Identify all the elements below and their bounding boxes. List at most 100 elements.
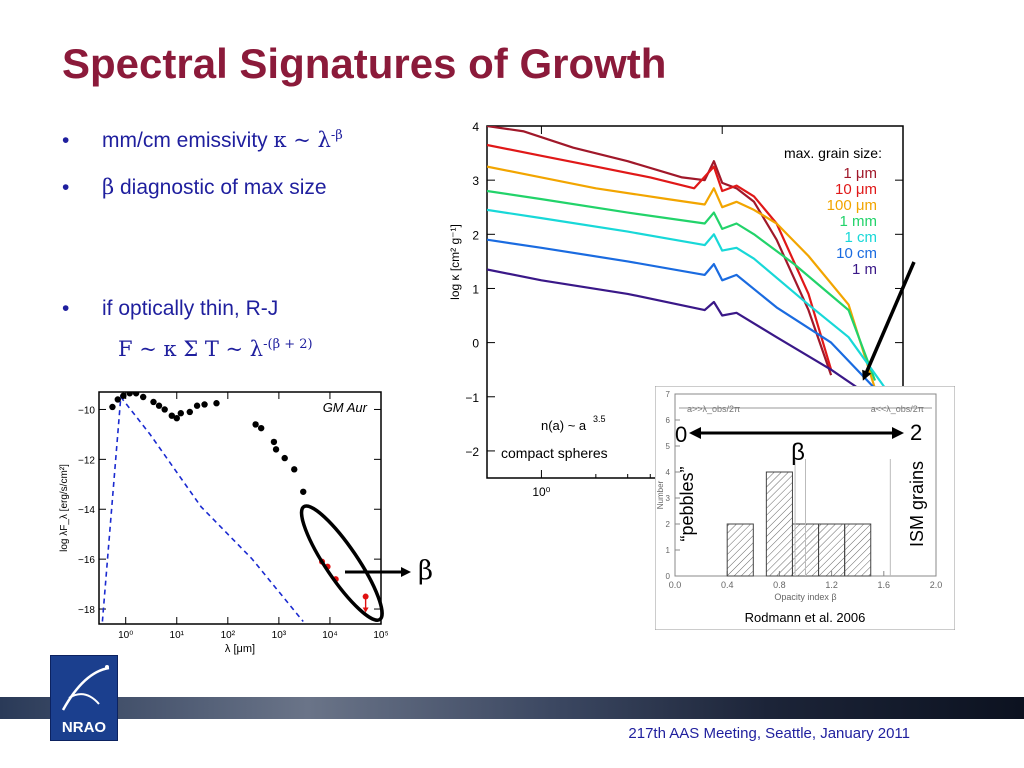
- beta-histogram: 0 1 2 3 4 5 6 7 0.0 0.4 0.8 1.2 1.6 2.0 Opacity index …: [655, 386, 955, 630]
- sed-point: [173, 414, 180, 422]
- y-tick-label: 7: [666, 390, 671, 399]
- x-tick-label: 10²: [221, 630, 236, 641]
- legend-entry: 1 mm: [840, 213, 878, 230]
- sed-point: [300, 488, 307, 495]
- bullet-greek: β: [102, 175, 115, 199]
- y-tick-label: −18: [78, 605, 95, 616]
- legend-entry: 1 m: [852, 261, 877, 278]
- series-line: [487, 143, 833, 371]
- x-tick-label: 10¹: [170, 630, 185, 641]
- beta-range-zero: 0: [675, 422, 687, 447]
- beta-arrow-label: β: [418, 556, 434, 586]
- logo-text: NRAO: [61, 719, 107, 736]
- histogram-bar: [726, 523, 754, 577]
- sed-point: [150, 398, 157, 406]
- legend-entry: 100 μm: [827, 197, 877, 214]
- y-tick-label: −2: [465, 445, 479, 459]
- sed-point: [193, 402, 201, 409]
- y-tick-label: 0: [666, 572, 671, 581]
- annotation-spheres: compact spheres: [501, 445, 608, 461]
- y-tick-label: 2: [472, 228, 479, 242]
- annotation-na: n(a) ~ a: [541, 418, 587, 433]
- x-tick-label: 10⁵: [373, 630, 388, 641]
- sed-point: [139, 393, 147, 401]
- beta-range-arrowhead-left: [689, 427, 701, 439]
- x-axis-label: Opacity index β: [774, 592, 836, 602]
- sed-point: [177, 410, 185, 417]
- slide-title: Spectral Signatures of Growth: [62, 40, 667, 87]
- y-tick-label: 4: [472, 120, 479, 134]
- legend-title: max. grain size:: [784, 145, 882, 161]
- beta-range-label: β: [791, 439, 805, 466]
- footer-meeting-text: 217th AAS Meeting, Seattle, January 2011: [628, 725, 910, 742]
- series-group: [487, 126, 887, 393]
- bullet-text: if optically thin, R-J: [102, 297, 279, 320]
- x-tick-label: 10⁰: [532, 485, 550, 498]
- sed-point: [161, 406, 168, 413]
- sed-point: [109, 403, 116, 411]
- x-tick-label: 0.0: [669, 580, 682, 590]
- series-line: [487, 238, 876, 390]
- y-tick-label: 2: [666, 520, 671, 529]
- y-tick-label: 1: [472, 282, 479, 296]
- legend-entry: 1 cm: [844, 229, 877, 246]
- y-tick-label: 3: [666, 494, 671, 503]
- x-tick-label: 10³: [272, 630, 287, 641]
- y-tick-label: 1: [666, 546, 671, 555]
- y-tick-label: 3: [472, 174, 479, 188]
- beta-range-arrowhead-right: [892, 427, 904, 439]
- x-tick-label: 10⁰: [118, 630, 133, 641]
- y-axis-label: Number: [656, 480, 665, 509]
- formula-sup: -(β + 2): [263, 337, 313, 352]
- regime-left-label: a>>λ_obs/2π: [687, 404, 740, 414]
- annotation-exponent: 3.5: [593, 414, 606, 424]
- sed-point: [168, 412, 176, 419]
- x-tick-label: 2.0: [930, 580, 943, 590]
- bullet-text: diagnostic of max size: [114, 176, 327, 199]
- nrao-logo: NRAO: [50, 655, 118, 741]
- y-axis-label: log κ [cm² g⁻¹]: [448, 224, 462, 300]
- legend-entry: 10 cm: [836, 245, 877, 262]
- y-tick-label: −16: [78, 555, 95, 566]
- bullet-emissivity: • mm/cm emissivity κ ~ λ-β: [62, 128, 343, 153]
- rj-formula: F ~ κ Σ T ~ λ-(β + 2): [118, 337, 313, 362]
- series-line: [487, 268, 864, 393]
- series-line: [487, 208, 887, 390]
- histogram-bar: [818, 523, 846, 577]
- ism-grains-label: ISM grains: [907, 461, 927, 547]
- photosphere-model-line: [101, 394, 304, 623]
- sed-point: [281, 454, 288, 462]
- sed-point: [270, 438, 278, 446]
- bullet-text: mm/cm emissivity: [102, 129, 274, 152]
- legend-entry: 1 μm: [843, 165, 877, 182]
- bullet-beta-diagnostic: • β diagnostic of max size: [62, 175, 327, 200]
- sed-point: [155, 402, 163, 409]
- y-tick-label: 6: [666, 416, 671, 425]
- y-tick-label: −14: [78, 505, 95, 516]
- plot-frame: [98, 391, 382, 625]
- x-axis-label: λ [μm]: [225, 643, 255, 655]
- bullet-sup: -β: [330, 128, 343, 143]
- sed-point: [186, 408, 193, 416]
- footer-band: [0, 697, 1024, 719]
- bullet-symbol: •: [62, 176, 70, 199]
- sed-point: [120, 392, 127, 399]
- sed-point: [201, 401, 208, 408]
- sed-point: [132, 392, 140, 397]
- upper-limit-arrow: [362, 607, 369, 613]
- y-tick-label: −10: [78, 405, 95, 416]
- bullet-optically-thin: • if optically thin, R-J: [62, 297, 278, 321]
- y-tick-label: 4: [666, 468, 671, 477]
- x-tick-label: 0.8: [773, 580, 786, 590]
- y-tick-label: −1: [465, 391, 479, 405]
- series-line: [487, 126, 833, 376]
- sed-point: [257, 424, 265, 432]
- sed-point: [213, 400, 220, 407]
- sed-point: [126, 392, 133, 397]
- mm-points-highlight: [299, 504, 384, 622]
- series-line: [487, 189, 877, 381]
- bullet-symbol: •: [62, 297, 70, 320]
- x-tick-label: 0.4: [721, 580, 734, 590]
- y-tick-label: 0: [472, 337, 479, 351]
- regime-right-label: a<<λ_obs/2π: [871, 404, 924, 414]
